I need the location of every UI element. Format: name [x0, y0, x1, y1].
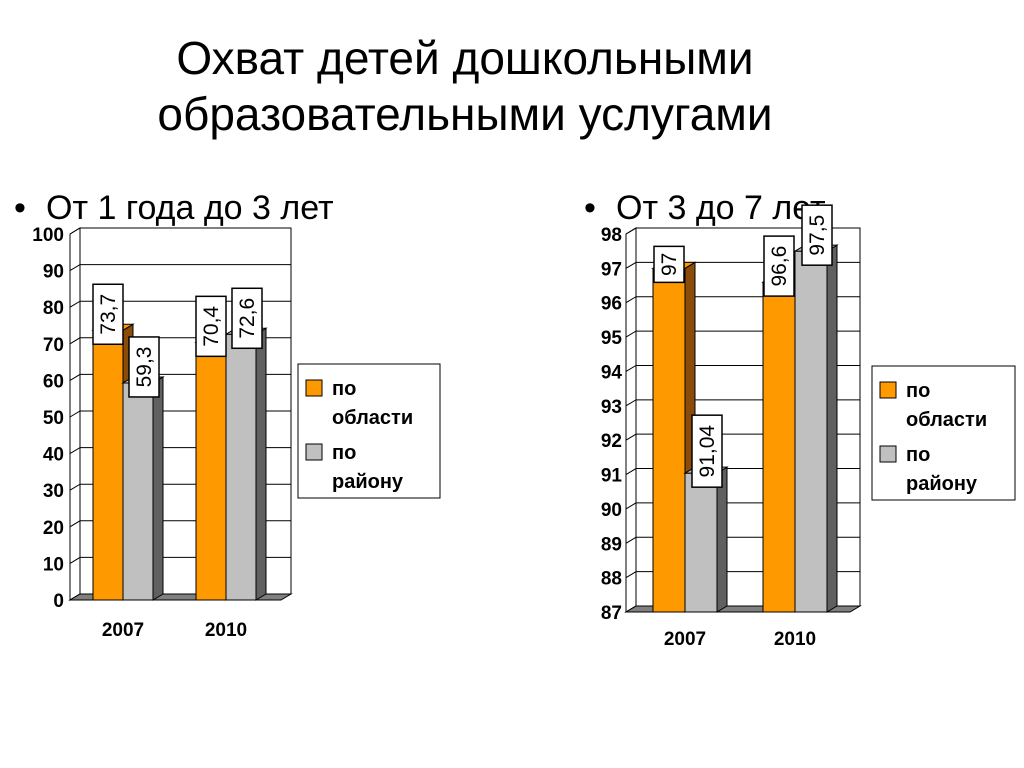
bar-oblast-2010	[195, 341, 227, 601]
y-tick-label: 40	[43, 445, 64, 466]
data-label: 59,3	[128, 336, 160, 398]
data-label: 91,04	[691, 414, 723, 488]
bar-rayon-2007	[122, 382, 154, 601]
data-label: 96,6	[763, 235, 795, 297]
data-label-box	[92, 283, 124, 346]
y-tick-label: 80	[43, 298, 64, 319]
data-label-text: 70,4	[200, 306, 223, 347]
data-label-box	[801, 204, 833, 266]
bar-oblast-2007	[652, 267, 686, 613]
bar-rayon-2010	[225, 333, 257, 601]
bullet-age-1-3-text: От 1 года до 3 лет	[46, 189, 334, 227]
legend-swatch-rayon	[305, 443, 323, 461]
y-tick-label: 100	[32, 225, 64, 246]
x-category-label: 2010	[205, 620, 247, 641]
y-tick-label: 30	[43, 481, 64, 502]
y-tick-label: 97	[601, 259, 622, 280]
slide-title-line2: образовательными услугами	[157, 88, 773, 140]
legend-label-oblast: по области	[332, 378, 413, 429]
data-label-text: 91,04	[696, 425, 719, 478]
bar-side-rayon-2007	[716, 466, 728, 613]
bullet-age-3-7: • От 3 до 7 лет	[584, 188, 826, 228]
slide-title-line1: Охват детей дошкольными	[176, 32, 754, 84]
bullet-dot-icon: •	[14, 189, 26, 227]
x-category-label: 2007	[102, 620, 144, 641]
y-tick-label: 93	[601, 397, 622, 418]
gridline	[625, 227, 860, 235]
y-tick-label: 96	[601, 294, 622, 315]
y-tick-label: 90	[601, 500, 622, 521]
data-label-box	[691, 414, 723, 488]
legend-swatch-oblast	[879, 381, 897, 399]
bar-rayon-2007	[684, 472, 718, 613]
y-tick-label: 88	[601, 569, 622, 590]
gridline	[69, 227, 291, 235]
y-tick-label: 94	[601, 362, 623, 383]
data-label-text: 59,3	[133, 347, 156, 388]
y-tick-label: 95	[601, 328, 623, 349]
legend-label-oblast: по области	[906, 380, 987, 431]
y-tick-label: 90	[43, 262, 64, 283]
data-label-text: 97,5	[806, 215, 829, 256]
legend-swatch-oblast	[305, 379, 323, 397]
slide-title: Охват детей дошкольными образовательными…	[0, 30, 930, 142]
bar-side-rayon-2010	[826, 244, 838, 613]
y-tick-label: 20	[43, 518, 64, 539]
legend-label-rayon: по району	[332, 442, 404, 493]
legend-swatch-rayon	[879, 445, 897, 463]
bar-rayon-2010	[794, 250, 828, 613]
y-tick-label: 60	[43, 371, 64, 392]
bullet-dot-icon: •	[584, 189, 596, 227]
data-label-text: 72,6	[236, 298, 259, 339]
y-tick-label: 10	[43, 554, 64, 575]
y-tick-label: 92	[601, 431, 622, 452]
bullet-age-3-7-text: От 3 до 7 лет	[616, 189, 826, 227]
y-tick-label: 89	[601, 534, 622, 555]
y-tick-label: 87	[601, 603, 622, 624]
data-label-text: 96,6	[768, 246, 791, 287]
y-tick-label: 70	[43, 335, 64, 356]
legend-label-rayon: по району	[906, 444, 978, 495]
data-label-text: 97	[658, 253, 681, 276]
gridline	[69, 264, 291, 272]
x-category-label: 2010	[774, 629, 816, 650]
data-label-box	[195, 295, 227, 358]
plot-side-wall	[625, 227, 637, 613]
data-label: 97	[653, 245, 685, 284]
data-label-box	[128, 336, 160, 398]
data-label-text: 73,7	[97, 294, 120, 335]
data-label: 70,4	[195, 295, 227, 358]
data-label-box	[231, 287, 263, 350]
x-category-label: 2007	[664, 629, 706, 650]
bar-oblast-2007	[92, 329, 124, 601]
y-tick-label: 0	[53, 591, 64, 612]
y-tick-label: 91	[601, 466, 623, 487]
data-label-box	[763, 235, 795, 297]
y-tick-label: 50	[43, 408, 64, 429]
y-tick-label: 98	[601, 225, 622, 246]
data-label-box	[653, 245, 685, 284]
data-label: 73,7	[92, 283, 124, 346]
bar-oblast-2010	[762, 281, 796, 613]
bullet-age-1-3: • От 1 года до 3 лет	[14, 188, 334, 228]
data-label: 72,6	[231, 287, 263, 350]
data-label: 97,5	[801, 204, 833, 266]
